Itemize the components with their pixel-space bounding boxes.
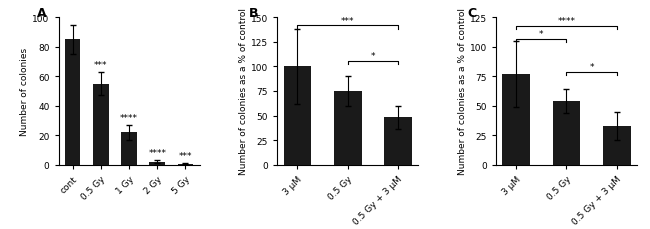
Bar (603, 126, 630, 165)
Bar (384, 118, 412, 165)
Y-axis label: Number of colonies as a % of control: Number of colonies as a % of control (239, 8, 248, 175)
Bar (122, 133, 136, 165)
Text: *: * (370, 52, 375, 61)
Bar (502, 75, 530, 165)
Text: A: A (37, 7, 47, 19)
Bar (93, 84, 109, 165)
Text: ***: *** (179, 152, 192, 161)
Text: ***: *** (94, 61, 108, 70)
Bar (65, 40, 81, 165)
Text: ***: *** (341, 17, 354, 26)
Bar (334, 92, 361, 165)
Bar (283, 67, 311, 165)
Text: ****: **** (558, 17, 575, 26)
Text: C: C (468, 7, 477, 19)
Text: *: * (590, 63, 594, 72)
Bar (552, 102, 580, 165)
Text: ****: **** (120, 113, 138, 122)
Text: *: * (539, 30, 543, 39)
Bar (150, 162, 165, 165)
Y-axis label: Number of colonies: Number of colonies (20, 48, 29, 136)
Bar (177, 164, 193, 165)
Y-axis label: Number of colonies as a % of control: Number of colonies as a % of control (458, 8, 467, 175)
Text: ****: **** (148, 149, 166, 158)
Text: B: B (249, 7, 259, 19)
